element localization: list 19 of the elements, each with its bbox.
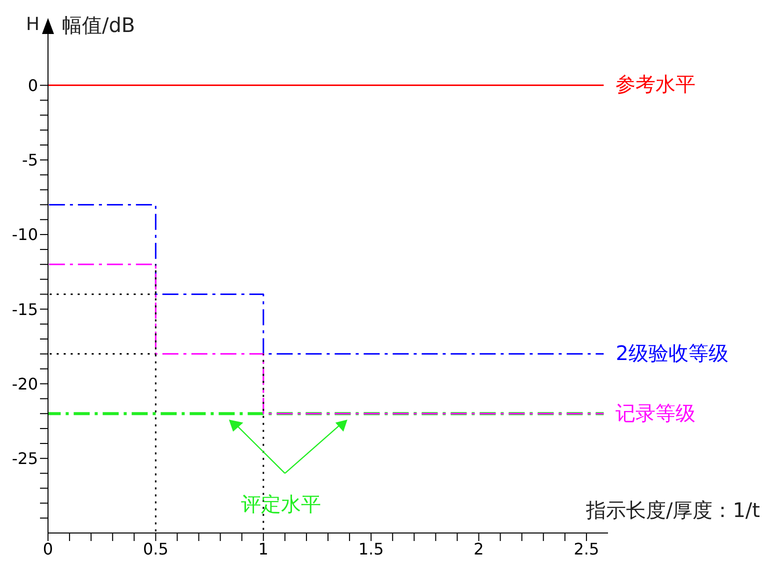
x-tick-label: 1.5 bbox=[358, 539, 384, 558]
series-label: 参考水平 bbox=[616, 71, 696, 98]
y-tick-label: -25 bbox=[12, 449, 38, 468]
y-tick-label: -5 bbox=[22, 150, 38, 170]
x-tick-label: 0.5 bbox=[142, 539, 168, 558]
x-tick-label: 1 bbox=[258, 539, 268, 558]
y-tick-label: -10 bbox=[12, 225, 38, 244]
text: 评定水平 bbox=[240, 491, 321, 518]
x-tick-label: 2 bbox=[474, 539, 484, 558]
y-axis-title: 幅值/dB bbox=[62, 12, 136, 39]
x-axis-title: 指示长度/厚度：1/t bbox=[586, 497, 760, 524]
x-tick-label: 2.5 bbox=[574, 539, 600, 558]
x-tick-label: 0 bbox=[42, 539, 54, 558]
y-tick-label: -20 bbox=[12, 374, 38, 394]
y-tick-label: -15 bbox=[12, 300, 38, 319]
series-label: 2级验收等级 bbox=[616, 340, 728, 367]
series-label: 记录等级 bbox=[616, 400, 696, 427]
y-tick-label: 0 bbox=[28, 76, 38, 95]
text: H bbox=[26, 14, 40, 35]
